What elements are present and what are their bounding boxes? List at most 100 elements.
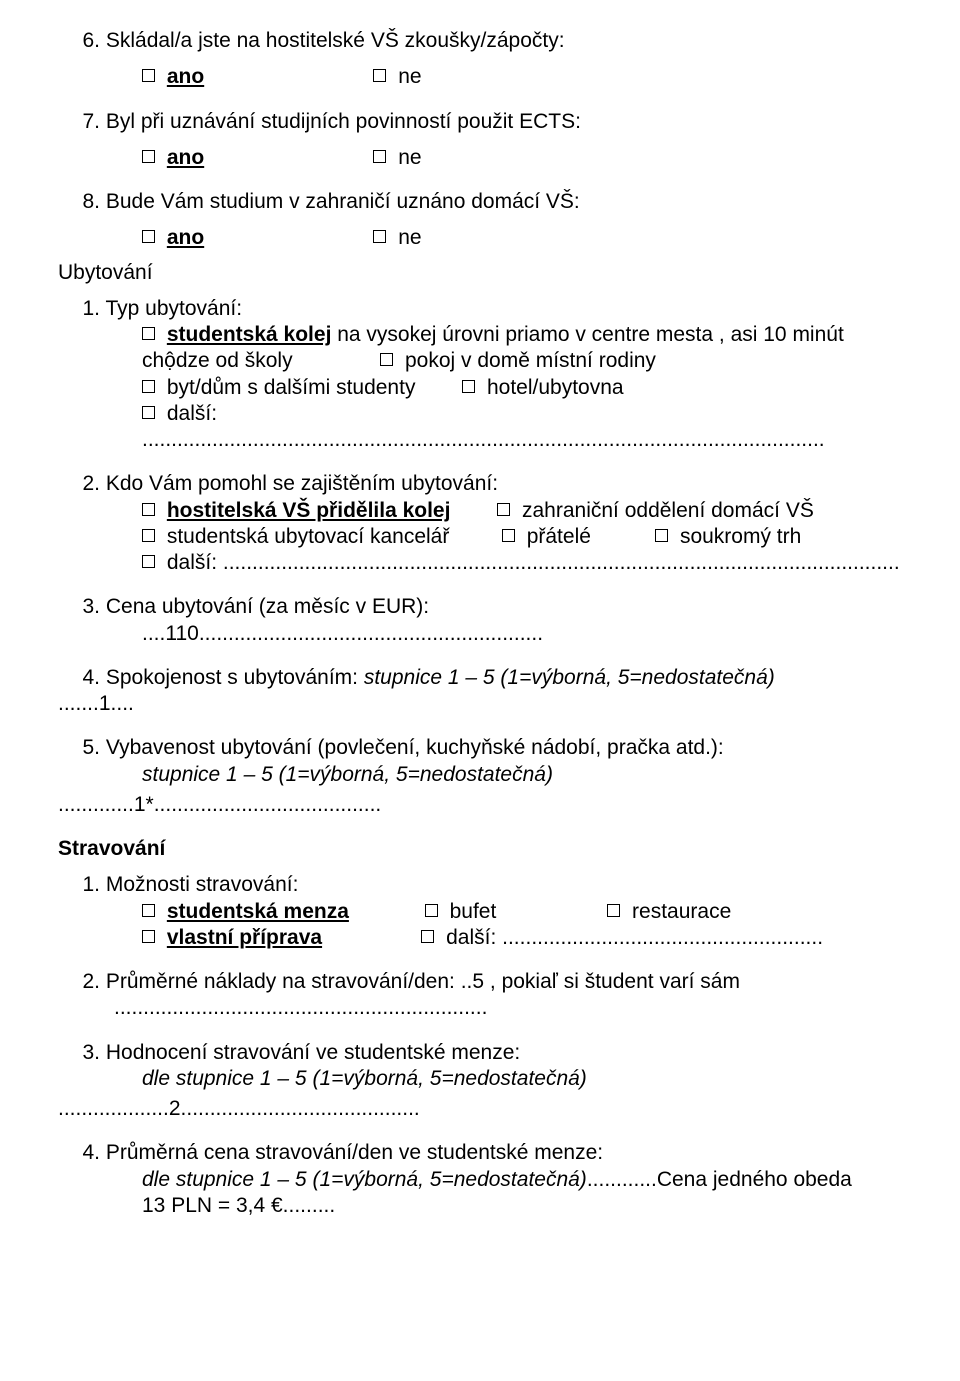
q8-num: 8. — [58, 189, 100, 215]
checkbox-icon[interactable] — [462, 380, 475, 393]
checkbox-icon[interactable] — [142, 327, 155, 340]
ub-q2-dots: ........................................… — [223, 551, 900, 574]
st-q1-opt-rest: restaurace — [632, 900, 731, 923]
checkbox-icon[interactable] — [142, 380, 155, 393]
st-q3-ans: ...................2....................… — [58, 1096, 902, 1122]
ub-q2-opt-stud: studentská ubytovací kancelář — [167, 525, 450, 548]
st-q4-num: 4. — [58, 1140, 100, 1166]
q7-text: Byl při uznávání studijních povinností p… — [106, 110, 581, 133]
ub-q2-opt-prat: přátelé — [527, 525, 591, 548]
ub-q4-ans: .......1.... — [58, 691, 902, 717]
ub-q3-num: 3. — [58, 594, 100, 620]
q6-options: ano ne — [142, 64, 902, 90]
st-q1-dalsi: další: — [446, 926, 502, 949]
ubytovani-q2: 2. Kdo Vám pomohl se zajištěním ubytován… — [58, 471, 902, 576]
checkbox-icon[interactable] — [373, 69, 386, 82]
st-q2-num: 2. — [58, 969, 100, 995]
ub-q1-chodze: chộdze od školy — [142, 349, 293, 372]
checkbox-icon[interactable] — [142, 150, 155, 163]
ub-q3-text: Cena ubytování (za měsíc v EUR): — [106, 595, 429, 618]
ub-q3-ans: ....110.................................… — [142, 621, 902, 647]
q6-opt-ano: ano — [167, 65, 204, 88]
st-q3-text: Hodnocení stravování ve studentské menze… — [106, 1041, 520, 1064]
q7-options: ano ne — [142, 145, 902, 171]
checkbox-icon[interactable] — [142, 230, 155, 243]
question-7: 7. Byl při uznávání studijních povinnost… — [58, 109, 902, 135]
ub-q5-sub: stupnice 1 – 5 (1=výborná, 5=nedostatečn… — [142, 762, 902, 788]
q8-text: Bude Vám studium v zahraničí uznáno domá… — [106, 190, 580, 213]
st-q2-dots: ........................................… — [114, 995, 902, 1021]
st-q3-sub: dle stupnice 1 – 5 (1=výborná, 5=nedosta… — [142, 1066, 902, 1092]
q6-text: Skládal/a jste na hostitelské VŠ zkoušky… — [106, 29, 565, 52]
st-q1-opt-vlast: vlastní příprava — [167, 926, 322, 949]
stravovani-q1: 1. Možnosti stravování: studentská menza… — [58, 872, 902, 951]
ub-q2-opt-zahr: zahraniční oddělení domácí VŠ — [522, 499, 814, 522]
checkbox-icon[interactable] — [655, 529, 668, 542]
ub-q1-dalsi: další: — [167, 402, 217, 425]
st-q2-text: Průměrné náklady na stravování/den: ..5 … — [106, 970, 740, 993]
ub-q5-text: Vybavenost ubytování (povlečení, kuchyňs… — [106, 736, 724, 759]
checkbox-icon[interactable] — [421, 930, 434, 943]
q6-num: 6. — [58, 28, 100, 54]
ub-q1-text: Typ ubytování: — [105, 297, 242, 320]
stravovani-q2: 2. Průměrné náklady na stravování/den: .… — [58, 969, 902, 1022]
ub-q1-kolej-after: na vysokej úrovni priamo v centre mesta … — [331, 323, 843, 346]
stravovani-q4: 4. Průměrná cena stravování/den ve stude… — [58, 1140, 902, 1219]
ub-q2-dalsi: další: — [167, 551, 223, 574]
ub-q1-num: 1. — [58, 296, 100, 322]
st-q1-num: 1. — [58, 872, 100, 898]
checkbox-icon[interactable] — [425, 904, 438, 917]
st-q1-opt-bufet: bufet — [450, 900, 497, 923]
ub-q2-opt-soukr: soukromý trh — [680, 525, 801, 548]
checkbox-icon[interactable] — [142, 503, 155, 516]
section-ubytovani-heading: Ubytování — [58, 260, 902, 286]
checkbox-icon[interactable] — [142, 555, 155, 568]
ub-q1-byt: byt/dům s dalšími studenty — [167, 376, 416, 399]
st-q1-dots: ........................................… — [502, 926, 823, 949]
checkbox-icon[interactable] — [142, 529, 155, 542]
ubytovani-q3: 3. Cena ubytování (za měsíc v EUR): ....… — [58, 594, 902, 647]
document-page: 6. Skládal/a jste na hostitelské VŠ zkou… — [0, 0, 960, 1381]
st-q3-num: 3. — [58, 1040, 100, 1066]
ub-q2-num: 2. — [58, 471, 100, 497]
ub-q1-opt-kolej: studentská kolej — [167, 323, 332, 346]
ub-q4-num: 4. — [58, 665, 100, 691]
checkbox-icon[interactable] — [380, 353, 393, 366]
checkbox-icon[interactable] — [373, 230, 386, 243]
st-q4-sub-b: ............Cena jedného obeda — [587, 1168, 852, 1191]
ub-q1-dots: ........................................… — [142, 428, 825, 451]
checkbox-icon[interactable] — [142, 930, 155, 943]
stravovani-q3: 3. Hodnocení stravování ve studentské me… — [58, 1040, 902, 1123]
ub-q5-num: 5. — [58, 735, 100, 761]
ubytovani-q5: 5. Vybavenost ubytování (povlečení, kuch… — [58, 735, 902, 818]
checkbox-icon[interactable] — [607, 904, 620, 917]
ub-q2-text: Kdo Vám pomohl se zajištěním ubytování: — [106, 472, 498, 495]
ub-q1-hotel: hotel/ubytovna — [487, 376, 624, 399]
checkbox-icon[interactable] — [373, 150, 386, 163]
section-stravovani-heading: Stravování — [58, 836, 902, 862]
q7-opt-ano: ano — [167, 146, 204, 169]
checkbox-icon[interactable] — [497, 503, 510, 516]
ub-q4-text-a: Spokojenost s ubytováním: — [106, 666, 364, 689]
q7-num: 7. — [58, 109, 100, 135]
q8-opt-ne: ne — [398, 226, 421, 249]
question-6: 6. Skládal/a jste na hostitelské VŠ zkou… — [58, 28, 902, 54]
ubytovani-q4: 4. Spokojenost s ubytováním: stupnice 1 … — [58, 665, 902, 718]
ub-q1-pokoj: pokoj v domě místní rodiny — [405, 349, 656, 372]
st-q1-opt-menza: studentská menza — [167, 900, 349, 923]
q8-opt-ano: ano — [167, 226, 204, 249]
question-8: 8. Bude Vám studium v zahraničí uznáno d… — [58, 189, 902, 215]
ubytovani-q1: 1. Typ ubytování: studentská kolej na vy… — [58, 296, 902, 454]
checkbox-icon[interactable] — [142, 69, 155, 82]
checkbox-icon[interactable] — [502, 529, 515, 542]
ub-q5-ans: .............1*.........................… — [58, 792, 902, 818]
q7-opt-ne: ne — [398, 146, 421, 169]
st-q4-sub-c: 13 PLN = 3,4 €......... — [142, 1193, 902, 1219]
checkbox-icon[interactable] — [142, 406, 155, 419]
st-q1-text: Možnosti stravování: — [106, 873, 299, 896]
st-q4-sub-a: dle stupnice 1 – 5 (1=výborná, 5=nedosta… — [142, 1168, 587, 1191]
st-q4-text: Průměrná cena stravování/den ve students… — [106, 1141, 603, 1164]
q6-opt-ne: ne — [398, 65, 421, 88]
checkbox-icon[interactable] — [142, 904, 155, 917]
q8-options: ano ne — [142, 225, 902, 251]
